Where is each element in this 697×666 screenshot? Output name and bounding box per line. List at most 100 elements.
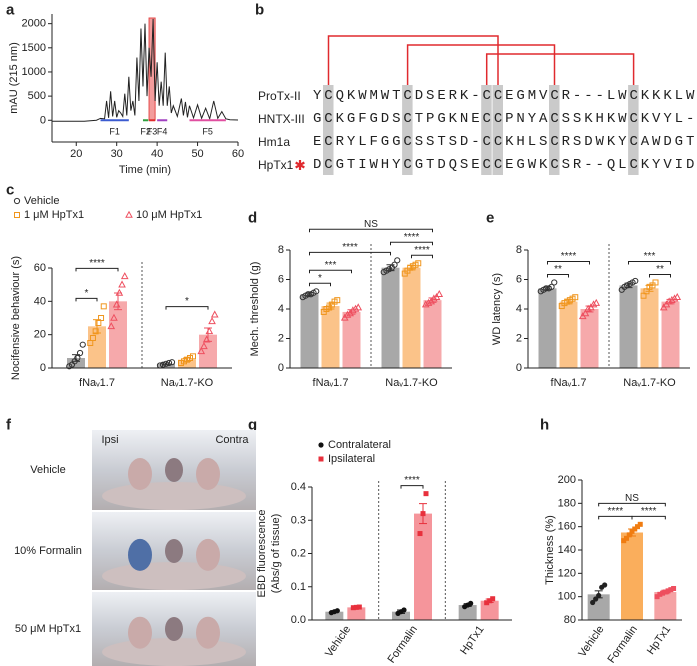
y-tick-label: 4 <box>278 303 284 315</box>
data-point <box>92 328 99 335</box>
data-point <box>350 605 356 611</box>
data-point <box>89 335 96 341</box>
data-point <box>632 526 638 532</box>
y-tick-label: 80 <box>564 614 576 626</box>
y-tick-label: 0 <box>516 362 522 374</box>
data-point <box>673 292 682 300</box>
legend-label: Vehicle <box>24 195 59 207</box>
data-point <box>353 604 359 610</box>
data-point <box>662 589 668 595</box>
data-point <box>629 528 635 534</box>
y-tick-label: 8 <box>516 244 522 256</box>
y-axis-label: Nocifensive behaviour (s) <box>10 256 22 380</box>
y-axis-label: Thickness (%) <box>544 515 556 585</box>
data-point <box>74 354 81 362</box>
y-tick-label: 1000 <box>22 66 46 78</box>
legend-marker <box>13 197 21 205</box>
y-tick-label: 0.3 <box>291 514 306 526</box>
x-tick-label: 30 <box>111 148 123 160</box>
bar <box>67 358 85 368</box>
significance-label: **** <box>404 475 420 486</box>
y-tick-label: 500 <box>28 90 46 102</box>
y-axis-label: mAU (215 nm) <box>8 42 20 114</box>
legend-label: Ipsilateral <box>328 453 375 465</box>
conserved-cysteine <box>492 85 503 175</box>
data-point <box>190 353 196 360</box>
significance-bracket <box>411 254 433 259</box>
x-tick-label: Vehicle <box>576 624 606 660</box>
photo-paw <box>128 616 152 649</box>
significance-bracket <box>309 228 433 233</box>
data-point <box>660 590 666 596</box>
legend-label: Contralateral <box>328 439 391 451</box>
data-point <box>205 327 214 335</box>
data-point <box>100 303 107 310</box>
x-tick-label: Naᵥ1.7-KO <box>161 377 214 389</box>
y-tick-label: 1500 <box>22 42 46 54</box>
data-point <box>420 511 426 517</box>
data-point <box>168 359 176 366</box>
significance-bracket <box>75 267 119 272</box>
y-tick-label: 0.0 <box>291 614 306 626</box>
y-tick-label: 0 <box>278 362 284 374</box>
significance-label: * <box>318 273 322 284</box>
data-point <box>657 591 663 597</box>
bar <box>157 363 175 368</box>
x-tick-label: Vehicle <box>323 624 353 660</box>
x-tick-label: Naᵥ1.7-KO <box>385 377 438 389</box>
y-tick-label: 6 <box>278 274 284 286</box>
y-tick-label: 0.4 <box>291 481 306 493</box>
bar <box>559 301 578 368</box>
peptide-sequence: GCKGFGDSCTPGKNECCPNYACSSKHKWCKVYL-- <box>313 111 697 127</box>
data-point <box>334 608 340 614</box>
significance-label: **** <box>342 242 358 253</box>
legend-marker <box>125 210 133 218</box>
data-point <box>543 285 550 292</box>
x-tick-label: fNaᵥ1.7 <box>551 377 587 389</box>
photo-body <box>102 482 246 510</box>
peptide-name: HNTX-III <box>258 112 305 126</box>
x-tick-label: Formalin <box>606 624 640 666</box>
data-point <box>313 288 320 295</box>
peptide-sequence: DCGTIWHYCGTDQSECCEGWKCSR--QLCKYVIDW- <box>313 157 697 173</box>
significance-label: ** <box>656 264 664 275</box>
y-tick-label: 4 <box>516 303 522 315</box>
bar <box>88 326 106 368</box>
y-tick-label: 60 <box>34 262 46 274</box>
conserved-cysteine <box>628 85 639 175</box>
significance-bracket <box>309 282 331 287</box>
x-tick-label: 60 <box>232 148 244 160</box>
data-point <box>592 298 601 306</box>
disulfide-bond <box>406 44 556 85</box>
bar <box>347 607 366 620</box>
y-tick-label: 180 <box>558 497 576 509</box>
y-tick-label: 8 <box>278 244 284 256</box>
photo-paw <box>128 538 152 571</box>
data-point <box>665 297 673 305</box>
panel-label: f <box>6 417 12 434</box>
significance-label: ** <box>554 264 562 275</box>
photo-row-label: 10% Formalin <box>14 545 82 557</box>
bar <box>392 611 410 620</box>
data-point <box>401 607 407 613</box>
y-tick-label: 2 <box>278 333 284 345</box>
significance-bracket <box>547 273 569 278</box>
y-tick-label: 40 <box>34 295 46 307</box>
data-point <box>468 600 474 606</box>
data-point <box>305 291 312 298</box>
data-point <box>652 279 659 286</box>
legend-marker <box>318 456 324 462</box>
data-point <box>487 598 493 604</box>
panel-label: b <box>255 2 264 19</box>
photo-paw <box>196 458 220 490</box>
chromatogram-trace <box>52 18 239 122</box>
photo-paw <box>196 538 220 571</box>
data-point <box>79 341 86 348</box>
bar <box>342 311 361 368</box>
data-point <box>424 298 433 306</box>
data-point <box>637 521 643 527</box>
data-point <box>351 304 360 312</box>
x-tick-label: HpTx1 <box>645 624 673 657</box>
panel-label: e <box>486 210 494 227</box>
